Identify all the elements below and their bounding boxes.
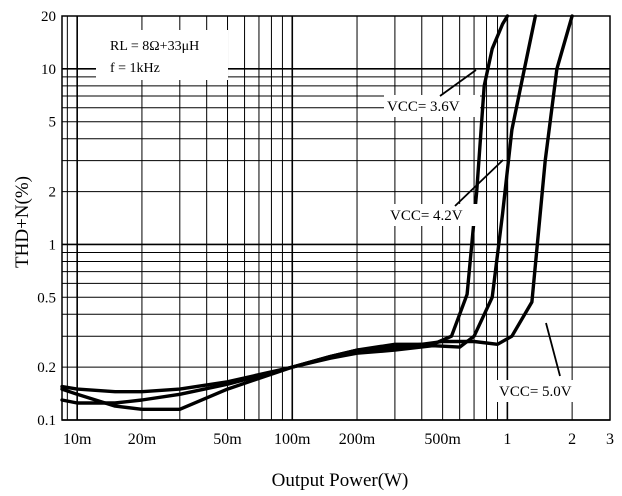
x-axis-label: Output Power(W) (272, 470, 409, 491)
series-lines (60, 14, 574, 411)
x-tick-label: 10m (63, 431, 92, 448)
y-tick-label: 10 (41, 62, 56, 78)
annotation-background (384, 95, 480, 117)
y-tick-label: 2 (49, 185, 57, 201)
annotation-pointer (439, 69, 477, 97)
y-tick-label: 0.5 (37, 290, 56, 306)
y-tick-label: 20 (41, 9, 56, 25)
series-line-2 (60, 14, 538, 394)
x-tick-label: 1 (503, 431, 511, 448)
x-tick-label: 3 (606, 431, 614, 448)
series-annotations: VCC= 3.6V VCC= 4.2V VCC= 5.0V (384, 69, 592, 402)
x-tick-label: 50m (213, 431, 242, 448)
annotation-pointer (545, 322, 561, 377)
plot-frame (61, 15, 611, 421)
x-tick-label: 500m (424, 431, 461, 448)
annotation-background (387, 204, 483, 226)
y-tick-label: 0.1 (37, 413, 56, 429)
y-tick-label: 1 (49, 237, 57, 253)
x-tick-labels: 10m 20m 50m 100m 200m 500m 1 2 3 (63, 431, 614, 448)
y-tick-label: 0.2 (37, 360, 56, 376)
y-tick-label: 5 (49, 115, 57, 131)
annotation-label: VCC= 5.0V (499, 384, 572, 400)
annotation-label: VCC= 4.2V (390, 208, 463, 224)
condition-frequency: f = 1kHz (110, 61, 160, 76)
condition-load: RL = 8Ω+33μH (110, 39, 199, 54)
series-line-3 (60, 14, 574, 405)
x-tick-label: 20m (128, 431, 157, 448)
x-tick-label: 100m (274, 431, 311, 448)
y-tick-labels: 0.1 0.2 0.5 1 2 5 10 20 (37, 9, 56, 429)
annotation-label: VCC= 3.6V (387, 99, 460, 115)
annotation-pointer (454, 159, 504, 207)
x-tick-label: 200m (339, 431, 376, 448)
y-axis-label: THD+N(%) (12, 176, 33, 268)
x-tick-label: 2 (568, 431, 576, 448)
annotation-background (496, 380, 592, 402)
conditions-box-background (96, 30, 228, 80)
